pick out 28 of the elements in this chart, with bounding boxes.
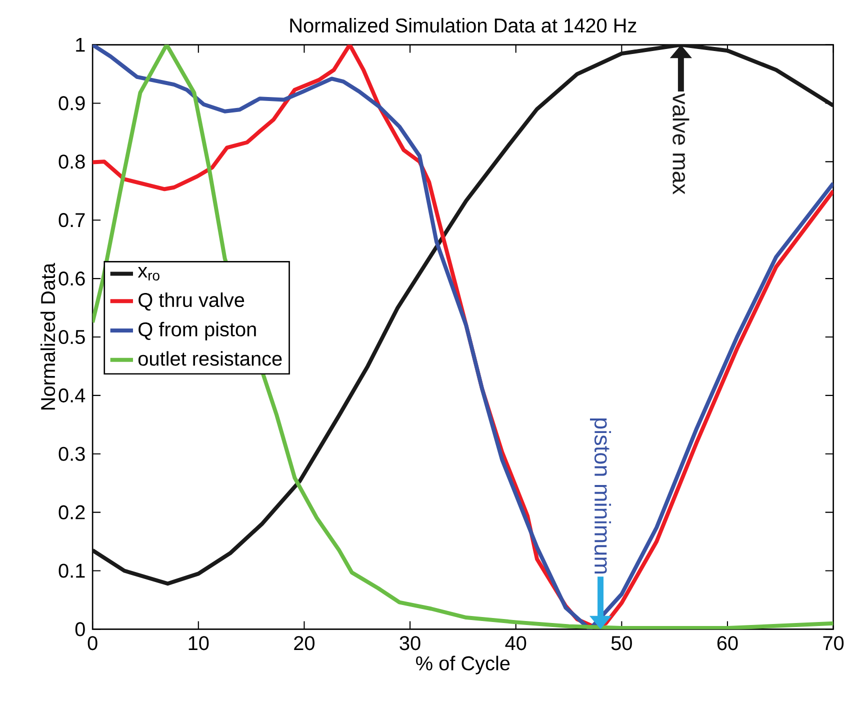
y-tick-label: 1 xyxy=(76,38,85,52)
chart-title: Normalized Simulation Data at 1420 Hz xyxy=(290,18,636,33)
annotation: valve max xyxy=(672,93,690,194)
y-tick-label: 0 xyxy=(75,622,85,636)
y-tick-label: 0.9 xyxy=(58,96,85,110)
y-tick-label: 0.6 xyxy=(58,272,85,286)
legend-label: outlet resistance xyxy=(138,351,282,366)
x-tick-label: 40 xyxy=(505,636,526,650)
y-tick-label: 0.2 xyxy=(58,505,85,520)
x-tick-label: 20 xyxy=(294,636,315,650)
x-tick-label: 50 xyxy=(611,636,632,650)
y-tick-label: 0.7 xyxy=(58,213,85,228)
legend-label: Q thru valve xyxy=(138,292,244,311)
y-tick-label: 0.5 xyxy=(58,330,85,344)
y-axis-title: Normalized Data xyxy=(40,262,56,410)
y-tick-label: 0.8 xyxy=(58,154,85,169)
y-tick-label: 0.4 xyxy=(58,388,86,403)
x-tick-label: 30 xyxy=(400,636,420,650)
y-tick-label: 0.1 xyxy=(58,564,85,578)
x-axis-title: % of Cycle xyxy=(416,656,510,674)
x-tick-label: 10 xyxy=(188,636,209,650)
annotation: piston minimum xyxy=(590,418,612,574)
x-tick-label: 70 xyxy=(823,636,844,650)
legend-label: x$_{ro}$ xyxy=(138,267,160,281)
y-tick-label: 0.3 xyxy=(58,446,85,461)
x-tick-label: 60 xyxy=(717,636,738,650)
x-tick-label: 0 xyxy=(88,636,98,650)
legend-label: Q from piston xyxy=(138,322,256,340)
